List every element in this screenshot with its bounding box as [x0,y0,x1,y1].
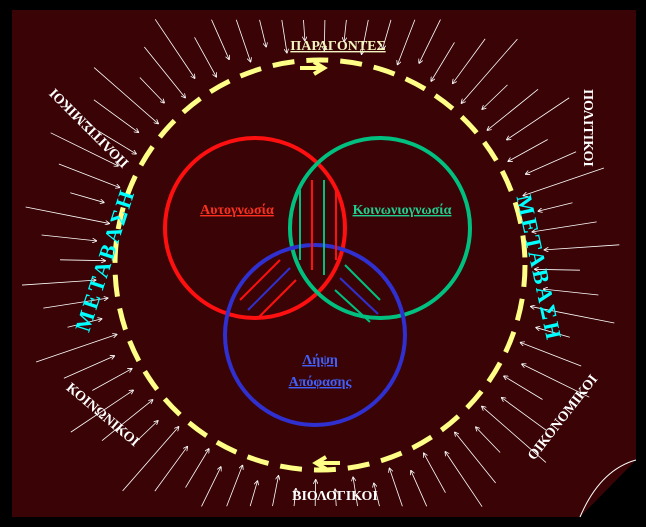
title: ΠΑΡΑΓΟΝΤΕΣ [290,39,385,54]
diagram: ΠΑΡΑΓΟΝΤΕΣ ΠΟΛΙΤΙΣΜΙΚΟΙ ΠΟΛΙΤΙΚΟΙ ΚΟΙΝΩΝ… [0,0,646,527]
circle-label: Αυτογνωσία [200,203,274,218]
factor-label: ΒΙΟΛΟΓΙΚΟΙ [292,489,378,504]
circle-label: Απόφασης [289,375,353,390]
circle-label: Κοινωνιογνωσία [353,203,452,218]
circle-label: Λήψη [302,353,338,368]
factor-label: ΠΟΛΙΤΙΚΟΙ [580,89,595,167]
